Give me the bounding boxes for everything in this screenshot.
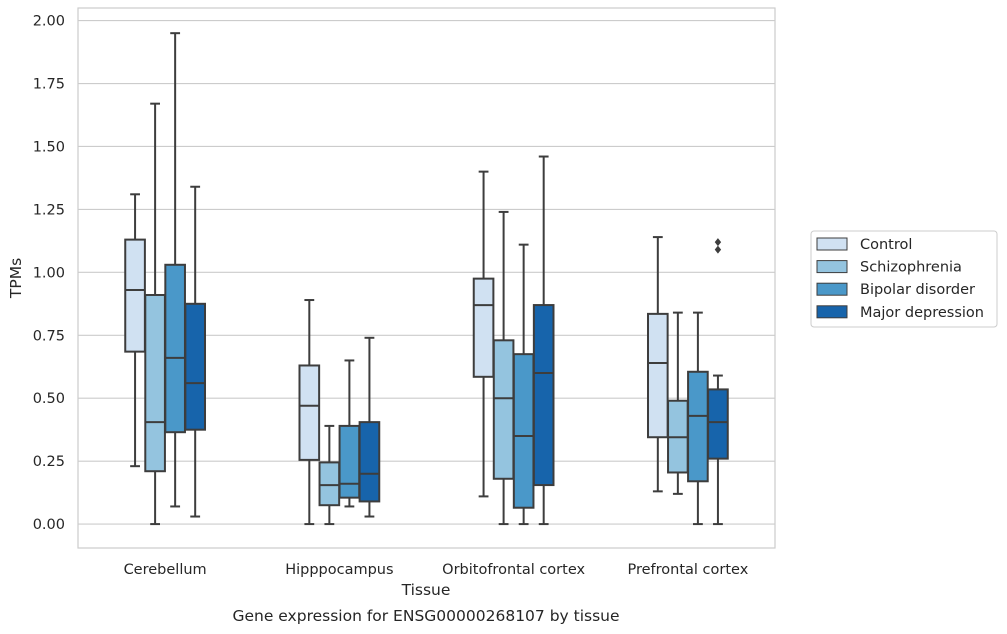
- plot-frame: [77, 7, 776, 549]
- y-tick-label: 1.00: [33, 265, 65, 281]
- box-iqr: [472, 277, 495, 378]
- box-iqr: [338, 424, 361, 499]
- box-major-depression: [707, 238, 729, 526]
- box-iqr: [358, 421, 381, 503]
- x-tick-label: Cerebellum: [124, 562, 207, 578]
- box-bipolar-disorder: [338, 359, 361, 508]
- box-iqr: [318, 461, 341, 507]
- box-schizophrenia: [318, 424, 341, 526]
- box-control: [646, 236, 669, 493]
- legend-swatch: [816, 237, 848, 251]
- chart-caption: Gene expression for ENSG00000268107 by t…: [232, 607, 619, 625]
- legend: Control Schizophrenia Bipolar disorder Majo…: [810, 230, 998, 328]
- box-bipolar-disorder: [512, 243, 535, 526]
- legend-label: Major depression: [860, 305, 984, 321]
- outlier-point: [714, 245, 722, 254]
- box-iqr: [687, 370, 709, 483]
- box-major-depression: [358, 336, 381, 518]
- x-tick-label: Orbitofrontal cortex: [442, 562, 585, 578]
- outlier-point: [714, 238, 722, 247]
- y-tick-label: 1.75: [33, 77, 65, 93]
- box-control: [124, 193, 146, 468]
- box-iqr: [532, 304, 555, 487]
- legend-label: Bipolar disorder: [860, 282, 975, 298]
- box-iqr: [707, 388, 729, 460]
- x-tick-label: Prefrontal cortex: [627, 562, 748, 578]
- y-tick-label: 0.75: [33, 328, 65, 344]
- y-tick-label: 2.00: [33, 14, 65, 30]
- y-tick-label: 0.25: [33, 454, 65, 470]
- x-tick-labels: Cerebellum Hipppocampus Orbitofrontal cort…: [124, 562, 749, 578]
- box-iqr: [512, 353, 535, 509]
- legend-items: Control Schizophrenia Bipolar disorder Majo…: [816, 237, 984, 321]
- x-axis-label: Tissue: [401, 581, 451, 599]
- box-iqr: [124, 238, 146, 353]
- box-iqr: [184, 302, 207, 431]
- x-tick-label: Hipppocampus: [285, 562, 393, 578]
- box-schizophrenia: [144, 102, 166, 526]
- legend-swatch: [816, 305, 848, 319]
- box-iqr: [144, 293, 166, 473]
- y-axis-label: TPMs: [7, 258, 25, 299]
- box-iqr: [646, 312, 669, 439]
- box-bipolar-disorder: [687, 311, 709, 526]
- box-schizophrenia: [667, 311, 689, 495]
- y-tick-labels: 0.00 0.25 0.50 0.75 1.00 1.25 1.50 1.75 2.00: [33, 14, 65, 533]
- box-schizophrenia: [492, 210, 515, 526]
- legend-swatch: [816, 282, 848, 296]
- box-major-depression: [532, 155, 555, 526]
- legend-swatch: [816, 260, 848, 274]
- y-tick-label: 0.50: [33, 391, 65, 407]
- box-iqr: [298, 364, 321, 461]
- box-bipolar-disorder: [164, 32, 186, 508]
- box-control: [298, 299, 321, 526]
- y-tick-label: 1.25: [33, 202, 65, 218]
- box-iqr: [492, 339, 515, 480]
- box-control: [472, 170, 495, 498]
- legend-frame: [810, 230, 998, 328]
- box-layer: [124, 32, 729, 526]
- box-major-depression: [184, 185, 207, 518]
- box-iqr: [164, 263, 186, 434]
- y-tick-label: 0.00: [33, 517, 65, 533]
- legend-label: Schizophrenia: [860, 260, 962, 276]
- legend-label: Control: [860, 237, 912, 253]
- y-tick-label: 1.50: [33, 139, 65, 155]
